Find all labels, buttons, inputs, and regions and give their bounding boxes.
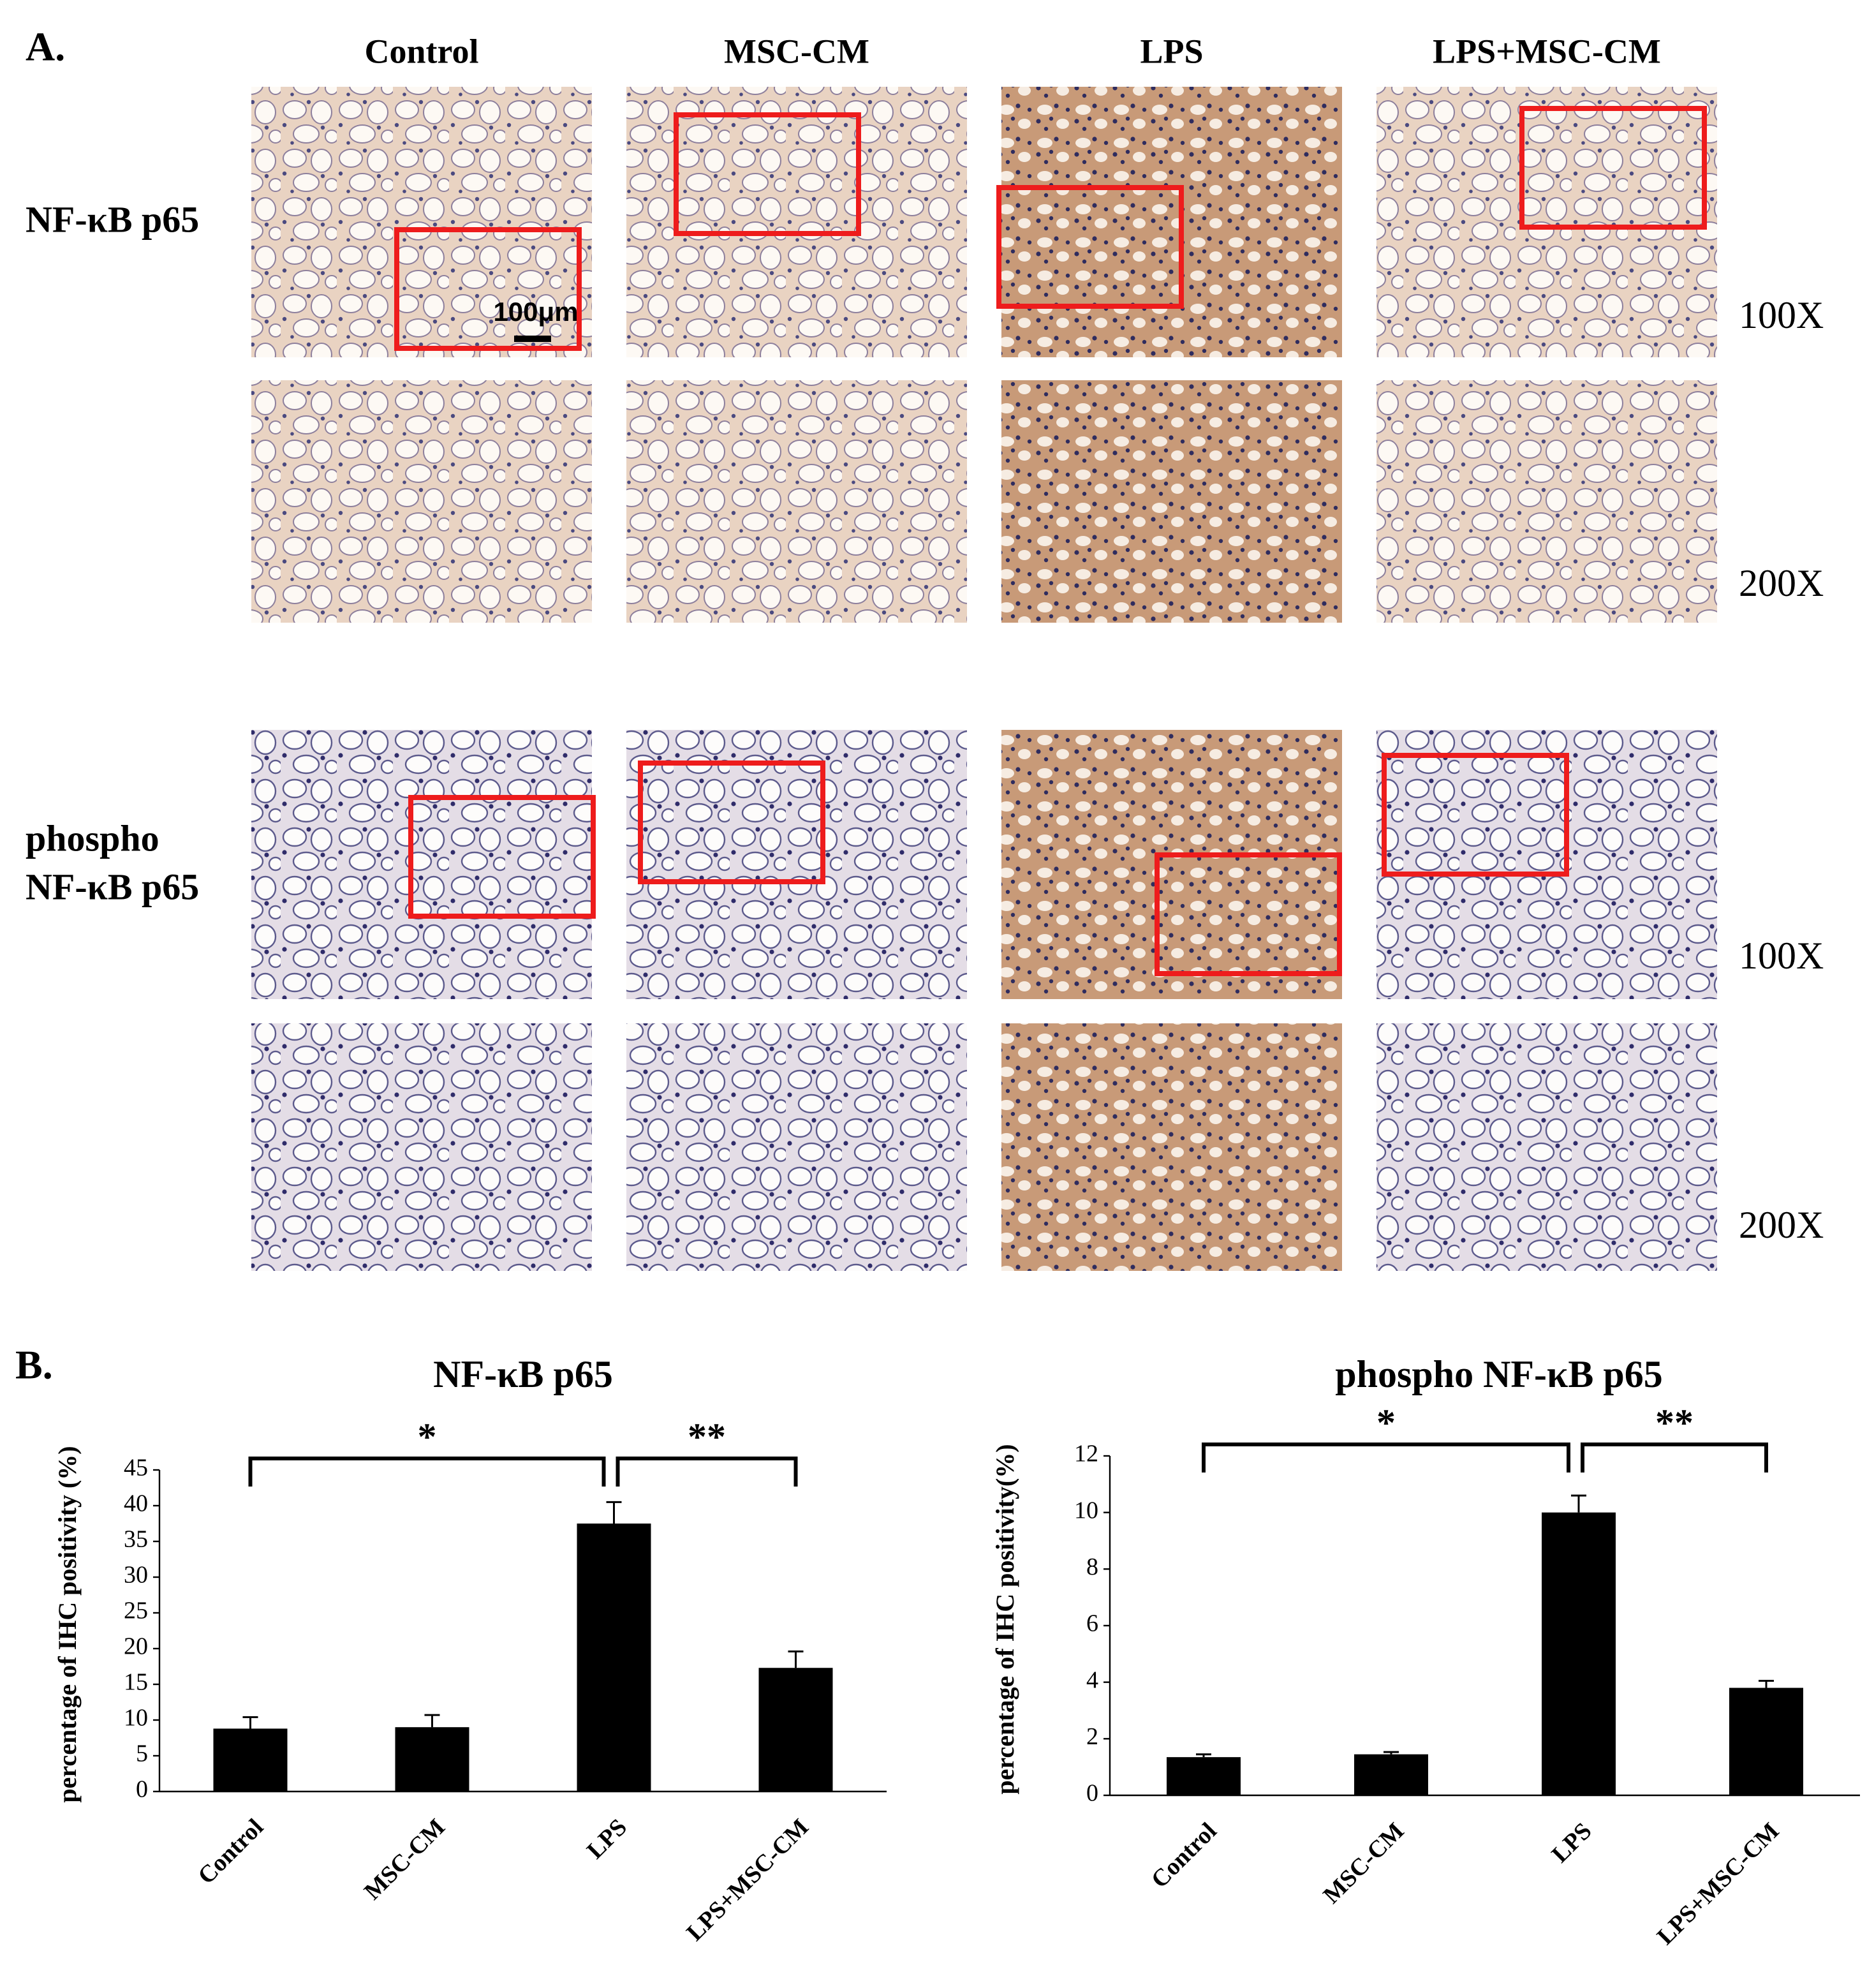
y-tick-label: 30 xyxy=(124,1562,148,1589)
y-axis-label: percentage of IHC positivity (%) xyxy=(53,1446,82,1802)
zoom-box xyxy=(1519,106,1707,230)
x-tick-label: MSC-CM xyxy=(359,1814,450,1905)
y-tick-label: 35 xyxy=(124,1526,148,1553)
bar-chart: phospho NF-κB p65 percentage of IHC posit… xyxy=(991,1353,1860,1950)
y-tick-label: 20 xyxy=(124,1633,148,1660)
magnification-label: 200X xyxy=(1739,562,1824,604)
y-tick-label: 0 xyxy=(1086,1780,1098,1807)
significance-bracket xyxy=(616,1457,798,1487)
micrograph xyxy=(626,87,967,357)
y-tick-label: 8 xyxy=(1086,1554,1098,1580)
column-header: Control xyxy=(364,32,478,70)
x-tick-label: Control xyxy=(193,1814,269,1890)
error-bar xyxy=(788,1650,804,1668)
significance-label: ** xyxy=(688,1416,726,1458)
zoom-box xyxy=(638,760,825,884)
error-bar xyxy=(606,1501,622,1524)
micrograph xyxy=(251,730,592,999)
panel-b: B. NF-κB p65 percentage of IHC positivity … xyxy=(15,1342,1860,1950)
micrograph xyxy=(1001,730,1342,999)
micrograph xyxy=(251,87,592,357)
bar xyxy=(1354,1754,1428,1795)
panel-a: A. Control MSC-CM LPS LPS+MSC-CM 100μm NF-κB p… xyxy=(26,24,1824,1271)
y-tick-label: 40 xyxy=(124,1490,148,1517)
y-tick-label: 6 xyxy=(1086,1610,1098,1637)
zoom-box xyxy=(1155,852,1342,976)
micrograph xyxy=(1376,730,1717,999)
column-header: LPS xyxy=(1140,32,1203,70)
panel-label: A. xyxy=(26,24,65,70)
y-tick-label: 12 xyxy=(1074,1441,1098,1467)
y-tick-label: 15 xyxy=(124,1669,148,1696)
micrograph xyxy=(1001,1023,1342,1271)
x-tick-label: LPS+MSC-CM xyxy=(1652,1818,1785,1950)
error-bar xyxy=(1759,1679,1774,1688)
zoom-box xyxy=(408,795,596,919)
significance-bracket xyxy=(1202,1443,1570,1472)
row-label: NF-κB p65 xyxy=(26,866,199,907)
panel-label: B. xyxy=(15,1342,53,1388)
bar-chart: NF-κB p65 percentage of IHC positivity (%… xyxy=(53,1353,887,1947)
chart-title: NF-κB p65 xyxy=(433,1353,613,1395)
zoom-box xyxy=(674,112,861,236)
micrograph xyxy=(251,380,592,623)
scale-bar-label: 100μm xyxy=(493,297,578,327)
significance-label: ** xyxy=(1655,1402,1694,1444)
x-tick-label: LPS+MSC-CM xyxy=(681,1814,814,1947)
y-axis-label: percentage of IHC positivity(%) xyxy=(991,1444,1019,1794)
bar xyxy=(577,1524,651,1791)
y-tick-label: 25 xyxy=(124,1598,148,1624)
x-tick-label: MSC-CM xyxy=(1318,1818,1409,1909)
bar xyxy=(758,1668,833,1791)
bar xyxy=(1542,1512,1616,1795)
magnification-label: 200X xyxy=(1739,1204,1824,1246)
column-header: LPS+MSC-CM xyxy=(1433,32,1661,70)
significance-label: * xyxy=(418,1416,437,1458)
column-header: MSC-CM xyxy=(724,32,869,70)
chart-title: phospho NF-κB p65 xyxy=(1335,1353,1663,1395)
y-tick-label: 0 xyxy=(136,1776,148,1803)
error-bar xyxy=(1196,1753,1211,1758)
micrograph xyxy=(1376,380,1717,623)
y-tick-label: 10 xyxy=(1074,1497,1098,1524)
zoom-box xyxy=(1382,753,1569,877)
y-tick-label: 4 xyxy=(1086,1666,1098,1693)
micrograph xyxy=(626,1023,967,1271)
micrograph xyxy=(1376,1023,1717,1271)
micrograph xyxy=(1001,87,1342,357)
error-bar xyxy=(1384,1751,1399,1754)
y-tick-label: 45 xyxy=(124,1455,148,1481)
significance-bracket xyxy=(1581,1443,1768,1472)
y-tick-label: 5 xyxy=(136,1740,148,1767)
magnification-label: 100X xyxy=(1739,294,1824,336)
error-bar xyxy=(242,1716,258,1729)
y-tick-label: 10 xyxy=(124,1705,148,1732)
x-tick-label: Control xyxy=(1146,1818,1222,1894)
magnification-label: 100X xyxy=(1739,935,1824,977)
significance-label: * xyxy=(1376,1402,1396,1444)
significance-bracket xyxy=(248,1457,606,1487)
micrograph xyxy=(626,380,967,623)
zoom-box xyxy=(996,185,1184,309)
zoom-box xyxy=(394,227,582,351)
bar xyxy=(395,1727,469,1791)
row-label: NF-κB p65 xyxy=(26,198,199,240)
x-tick-label: LPS xyxy=(1547,1818,1597,1868)
x-tick-label: LPS xyxy=(582,1814,632,1864)
row-label: phospho xyxy=(26,817,159,859)
y-tick-label: 2 xyxy=(1086,1723,1098,1750)
micrograph xyxy=(1376,87,1717,357)
bar xyxy=(1167,1757,1241,1795)
error-bar xyxy=(1571,1494,1586,1513)
bar xyxy=(213,1728,288,1791)
bar xyxy=(1729,1688,1803,1795)
scale-bar xyxy=(514,336,551,342)
micrograph xyxy=(1001,380,1342,623)
error-bar xyxy=(424,1714,440,1728)
micrograph xyxy=(626,730,967,999)
micrograph xyxy=(251,1023,592,1271)
